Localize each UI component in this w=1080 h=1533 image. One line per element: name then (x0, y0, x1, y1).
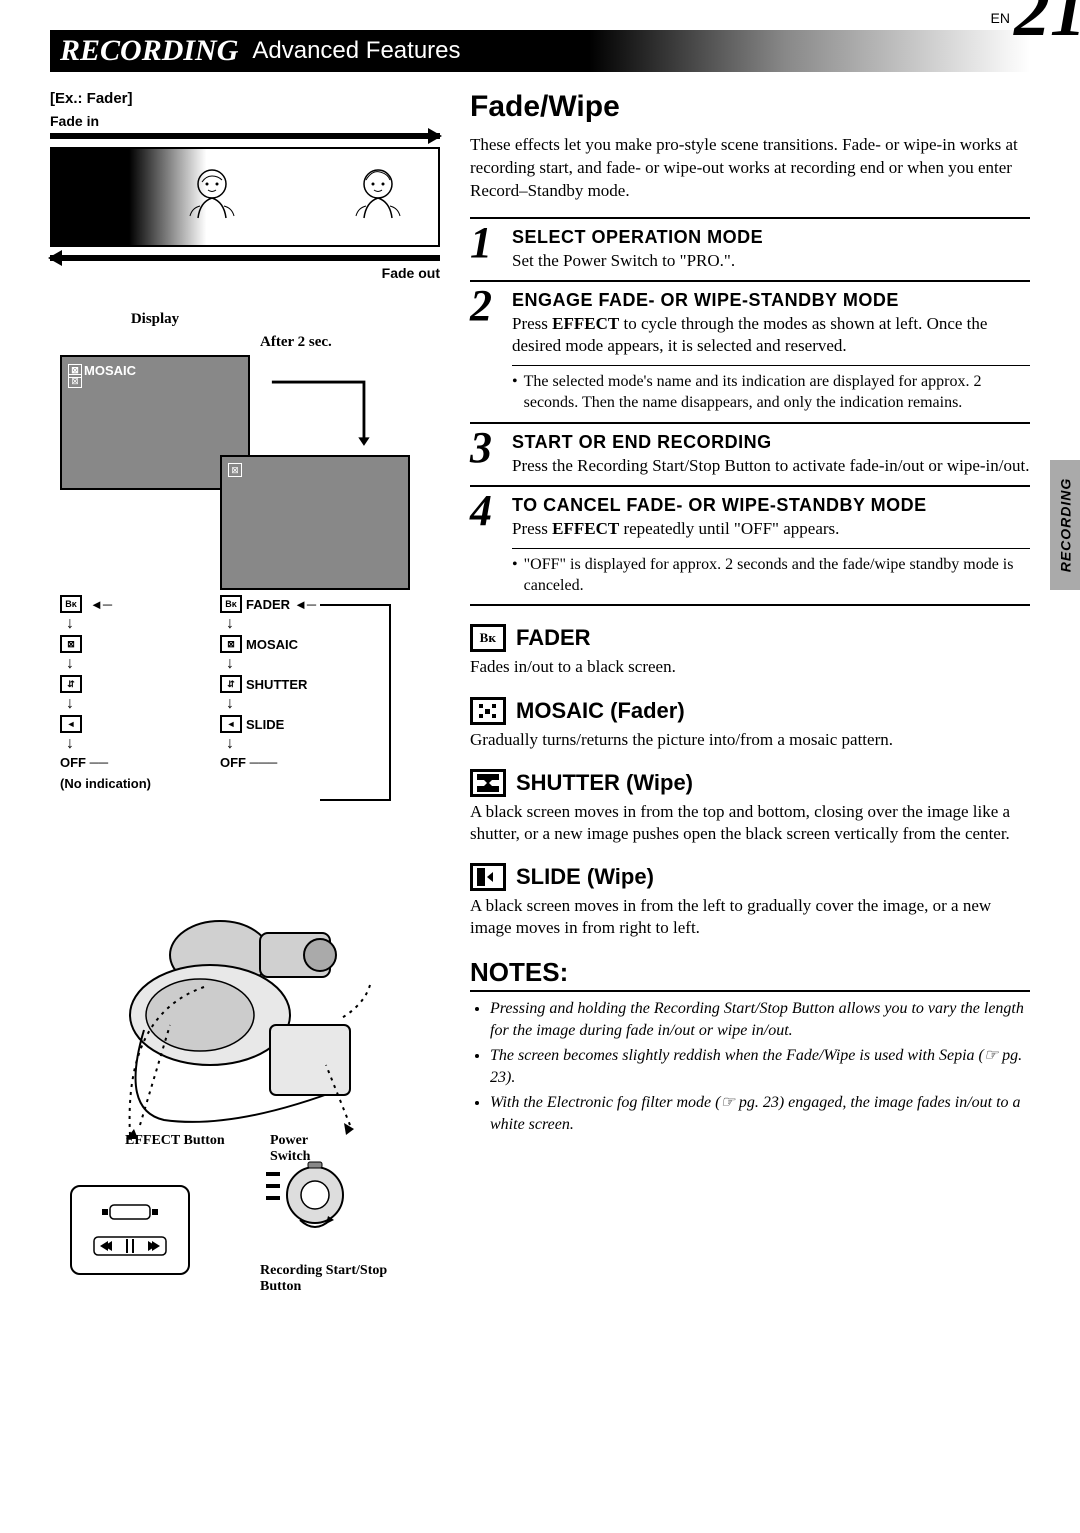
slide-icon-2: ◄ (220, 715, 242, 733)
header-recording: RECORDING (60, 34, 238, 68)
step-3-num: 3 (470, 426, 492, 470)
flow-diagram: Bᴋ◄─ ↓ ⊠ ↓ ⇵ ↓ ◄ ↓ OFF ── (No indication… (50, 595, 440, 855)
mosaic-icon: ⊠ (60, 635, 82, 653)
step-4-note: "OFF" is displayed for approx. 2 seconds… (512, 548, 1030, 597)
step-2-num: 2 (470, 284, 492, 328)
flow-return-arrow (320, 595, 410, 810)
power-switch-box (260, 1160, 350, 1230)
step-2-note: The selected mode's name and its indicat… (512, 365, 1030, 414)
screen1-corner-icon: ⊠ (68, 374, 82, 388)
step-3-title: START OR END RECORDING (512, 432, 1030, 453)
note-3: With the Electronic fog filter mode (☞ p… (490, 1092, 1030, 1135)
mosaic-flow-label: MOSAIC (246, 637, 298, 652)
intro-text: These effects let you make pro-style sce… (470, 134, 1030, 203)
mosaic-icon-2: ⊠ (220, 635, 242, 653)
camera-svg (70, 875, 410, 1155)
screen2-corner-icon: ⊠ (228, 463, 242, 477)
step-2-title: ENGAGE FADE- OR WIPE-STANDBY MODE (512, 290, 1030, 311)
left-column: [Ex.: Fader] Fade in Fade out D (50, 90, 440, 1295)
fade-in-label: Fade in (50, 113, 440, 129)
shutter-icon-2: ⇵ (220, 675, 242, 693)
effect-shutter: SHUTTER (Wipe) (470, 769, 1030, 797)
step-4-title: TO CANCEL FADE- OR WIPE-STANDBY MODE (512, 495, 1030, 516)
shutter-effect-icon (470, 769, 506, 797)
fade-diagram (50, 147, 440, 247)
shutter-flow-label: SHUTTER (246, 677, 307, 692)
side-tab-label: RECORDING (1057, 478, 1073, 573)
flow-column-1: Bᴋ◄─ ↓ ⊠ ↓ ⇵ ↓ ◄ ↓ OFF ── (No indication… (60, 595, 151, 791)
header-bar: RECORDING Advanced Features (50, 30, 1030, 72)
mosaic-effect-icon (470, 697, 506, 725)
right-column: Fade/Wipe These effects let you make pro… (470, 90, 1030, 1295)
side-tab: RECORDING (1050, 460, 1080, 590)
header-subtitle: Advanced Features (252, 37, 460, 65)
main-columns: [Ex.: Fader] Fade in Fade out D (50, 90, 1030, 1295)
notes-list: Pressing and holding the Recording Start… (470, 998, 1030, 1136)
slide-title: SLIDE (Wipe) (516, 864, 654, 890)
shutter-icon: ⇵ (60, 675, 82, 693)
step-1: 1 SELECT OPERATION MODE Set the Power Sw… (470, 217, 1030, 280)
after-label: After 2 sec. (260, 334, 440, 351)
header-en: EN (991, 10, 1010, 26)
fader-label: FADER (246, 597, 290, 612)
camera-diagram: EFFECT Button Power Switch (50, 875, 440, 1295)
shutter-desc: A black screen moves in from the top and… (470, 801, 1030, 845)
connector-arrow (250, 375, 400, 460)
fader-icon: Bᴋ (470, 624, 506, 652)
slide-effect-icon (470, 863, 506, 891)
note-1: Pressing and holding the Recording Start… (490, 998, 1030, 1041)
screen-box-2: ⊠ (220, 455, 410, 590)
step-3-body: Press the Recording Start/Stop Button to… (512, 455, 1030, 477)
step-4: 4 TO CANCEL FADE- OR WIPE-STANDBY MODE P… (470, 485, 1030, 607)
fader-title: FADER (516, 625, 591, 651)
mosaic-desc: Gradually turns/returns the picture into… (470, 729, 1030, 751)
off-label-1: OFF ── (60, 755, 108, 770)
step-1-body: Set the Power Switch to "PRO.". (512, 250, 1030, 272)
display-label: Display (0, 311, 440, 328)
off-label-2: OFF ─── (220, 755, 277, 770)
step-3: 3 START OR END RECORDING Press the Recor… (470, 422, 1030, 485)
fader-desc: Fades in/out to a black screen. (470, 656, 1030, 678)
cartoon-figure-1 (182, 164, 242, 234)
slide-flow-label: SLIDE (246, 717, 284, 732)
step-2: 2 ENGAGE FADE- OR WIPE-STANDBY MODE Pres… (470, 280, 1030, 422)
step-1-title: SELECT OPERATION MODE (512, 227, 1030, 248)
effect-button-icon (90, 1201, 170, 1227)
rewind-play-icon (90, 1235, 170, 1259)
shutter-title: SHUTTER (Wipe) (516, 770, 693, 796)
cartoon-figure-2 (348, 164, 408, 234)
section-title: Fade/Wipe (470, 90, 1030, 124)
effect-mosaic: MOSAIC (Fader) (470, 697, 1030, 725)
header-page-number: 21 (1014, 0, 1080, 53)
fade-in-arrow (50, 133, 440, 139)
step-2-body: Press EFFECT to cycle through the modes … (512, 313, 1030, 357)
mosaic-title: MOSAIC (Fader) (516, 698, 685, 724)
mosaic-screens-diagram: ⊠ MOSAIC ⊠ ⊠ (50, 355, 440, 575)
slide-icon: ◄ (60, 715, 82, 733)
flow-column-2: BᴋFADER◄─ ↓ ⊠MOSAIC ↓ ⇵SHUTTER ↓ ◄SLIDE … (220, 595, 316, 770)
bk-icon: Bᴋ (60, 595, 82, 613)
effect-fader: Bᴋ FADER (470, 624, 1030, 652)
slide-desc: A black screen moves in from the left to… (470, 895, 1030, 939)
step-1-num: 1 (470, 221, 492, 265)
effect-button-label: EFFECT Button (125, 1133, 225, 1149)
example-label: [Ex.: Fader] (50, 90, 440, 107)
fade-out-arrow (50, 255, 440, 261)
step-4-body: Press EFFECT repeatedly until "OFF" appe… (512, 518, 1030, 540)
no-indication-label: (No indication) (60, 776, 151, 791)
note-2: The screen becomes slightly reddish when… (490, 1045, 1030, 1088)
step-4-num: 4 (470, 489, 492, 533)
notes-header: NOTES: (470, 957, 1030, 992)
bk-icon-2: Bᴋ (220, 595, 242, 613)
fade-out-label: Fade out (50, 265, 440, 281)
effect-slide: SLIDE (Wipe) (470, 863, 1030, 891)
mosaic-text-label: MOSAIC (84, 363, 136, 378)
recording-button-label: Recording Start/Stop Button (260, 1263, 420, 1295)
